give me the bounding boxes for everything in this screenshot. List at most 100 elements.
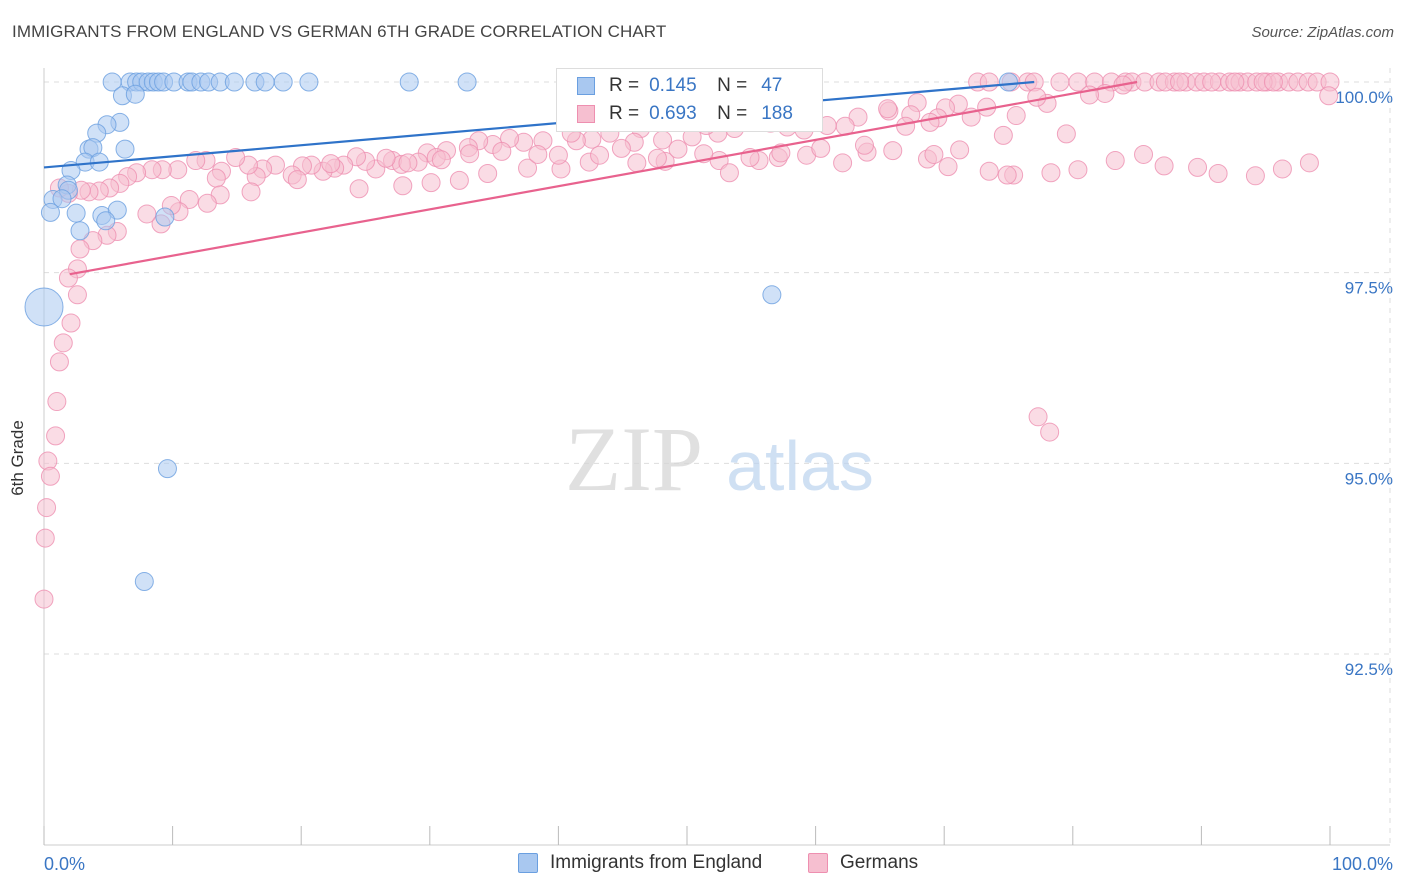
y-tick-label: 92.5% bbox=[1345, 660, 1393, 679]
germans-point bbox=[653, 130, 673, 150]
germans-point bbox=[321, 154, 341, 174]
germans-point bbox=[61, 313, 81, 333]
germans-point bbox=[1154, 156, 1174, 176]
england-point bbox=[224, 72, 244, 92]
england-point bbox=[273, 72, 293, 92]
stats-legend: R = 0.145 N = 47 R = 0.693 N = 188 bbox=[556, 68, 823, 132]
germans-point bbox=[1040, 422, 1060, 442]
germans-point bbox=[137, 204, 157, 224]
england-point bbox=[299, 72, 319, 92]
germans-point bbox=[186, 151, 206, 171]
germans-point bbox=[37, 498, 57, 518]
r-value: 0.145 bbox=[649, 75, 697, 96]
germans-point bbox=[854, 135, 874, 155]
england-swatch bbox=[577, 77, 595, 95]
watermark-atlas: atlas bbox=[726, 427, 874, 505]
germans-point bbox=[460, 144, 480, 164]
legend-label: Germans bbox=[840, 852, 919, 873]
germans-point bbox=[979, 72, 999, 92]
germans-point bbox=[848, 107, 868, 127]
england-point bbox=[999, 72, 1018, 92]
england-trend-line bbox=[43, 80, 1035, 169]
germans-point bbox=[811, 138, 831, 158]
germans-point bbox=[938, 157, 958, 177]
germans-point bbox=[924, 144, 944, 164]
germans-point bbox=[1245, 166, 1265, 186]
germans-point bbox=[1068, 160, 1088, 180]
germans-point bbox=[771, 143, 791, 163]
england-point bbox=[52, 189, 72, 209]
germans-point bbox=[950, 140, 970, 160]
germans-point bbox=[979, 161, 999, 181]
y-tick-label: 100.0% bbox=[1335, 88, 1393, 107]
germans-point bbox=[833, 153, 853, 173]
england-point bbox=[24, 287, 64, 327]
germans-point bbox=[179, 189, 199, 209]
germans-point bbox=[1041, 163, 1061, 183]
germans-point bbox=[142, 160, 162, 180]
y-tick-label: 95.0% bbox=[1345, 469, 1393, 488]
germans-point bbox=[421, 173, 441, 193]
germans-point bbox=[431, 150, 451, 170]
germans-point bbox=[1134, 144, 1154, 164]
england-point bbox=[134, 572, 154, 592]
watermark-zip: ZIP bbox=[565, 408, 703, 510]
germans-point bbox=[590, 145, 610, 165]
germans-point bbox=[627, 153, 647, 173]
germans-point bbox=[35, 528, 55, 548]
stats-row-germans: R = 0.693 N = 188 bbox=[577, 102, 793, 126]
germans-point bbox=[878, 99, 898, 119]
n-value: 47 bbox=[761, 75, 783, 96]
germans-point bbox=[287, 170, 307, 190]
germans-point bbox=[492, 141, 512, 161]
germans-point bbox=[997, 165, 1017, 185]
legend-item-england[interactable]: Immigrants from England bbox=[518, 852, 762, 874]
y-tick-label: 97.5% bbox=[1345, 279, 1393, 298]
germans-point bbox=[611, 138, 631, 158]
germans-point bbox=[1105, 151, 1125, 171]
germans-point bbox=[1188, 157, 1208, 177]
germans-point bbox=[1050, 72, 1070, 92]
germans-point bbox=[40, 466, 60, 486]
germans-point bbox=[67, 285, 87, 305]
r-label: R = bbox=[609, 103, 640, 124]
stats-row-england: R = 0.145 N = 47 bbox=[577, 74, 782, 98]
germans-point bbox=[58, 268, 78, 288]
legend-item-germans[interactable]: Germans bbox=[808, 852, 918, 874]
germans-point bbox=[1027, 87, 1047, 107]
germans-point bbox=[1225, 72, 1245, 92]
germans-point bbox=[518, 158, 538, 178]
germans-point bbox=[920, 112, 940, 132]
germans-point bbox=[53, 333, 73, 353]
germans-point bbox=[1202, 72, 1222, 92]
germans-point bbox=[393, 176, 413, 196]
germans-point bbox=[647, 148, 667, 168]
n-label: N = bbox=[717, 103, 748, 124]
germans-point bbox=[478, 164, 498, 184]
england-point bbox=[115, 139, 135, 159]
germans-point bbox=[241, 182, 261, 202]
germans-point bbox=[1028, 407, 1048, 427]
germans-point bbox=[668, 139, 688, 159]
england-point bbox=[155, 207, 175, 227]
source-label: Source: ZipAtlas.com bbox=[1251, 24, 1394, 41]
germans-point bbox=[226, 148, 246, 168]
england-point bbox=[457, 72, 477, 92]
r-label: R = bbox=[609, 75, 640, 96]
r-value: 0.693 bbox=[649, 103, 697, 124]
legend-label: Immigrants from England bbox=[550, 852, 763, 873]
y-axis-label: 6th Grade bbox=[8, 420, 27, 496]
germans-point bbox=[1170, 72, 1190, 92]
germans-point bbox=[47, 392, 67, 412]
england-point bbox=[96, 211, 116, 231]
germans-point bbox=[376, 148, 396, 168]
n-value: 188 bbox=[761, 103, 793, 124]
germans-point bbox=[1208, 164, 1228, 184]
germans-trend-line bbox=[69, 80, 1138, 276]
germans-swatch bbox=[577, 105, 595, 123]
germans-point bbox=[1272, 159, 1292, 179]
germans-point bbox=[70, 239, 90, 259]
germans-point bbox=[528, 144, 548, 164]
england-point bbox=[762, 285, 782, 305]
